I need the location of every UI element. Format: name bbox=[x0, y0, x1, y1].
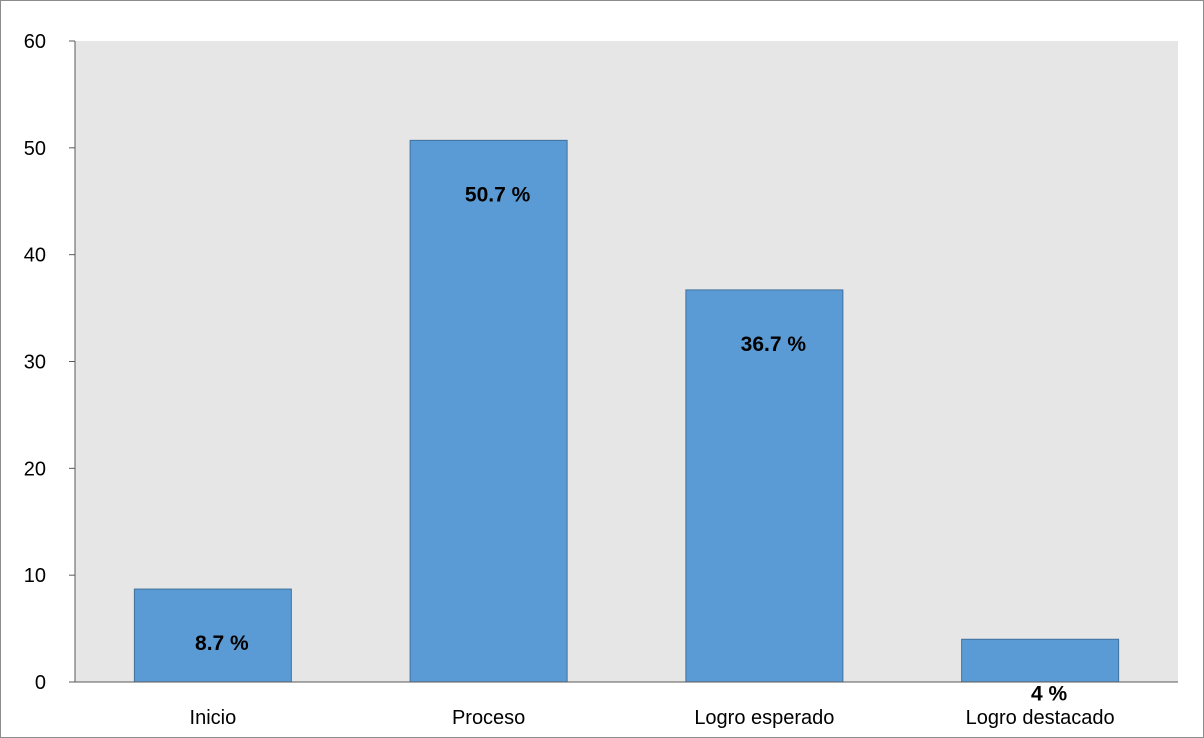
y-tick-label: 10 bbox=[24, 565, 46, 587]
data-label: 8.7 % bbox=[195, 632, 249, 655]
y-tick-label: 40 bbox=[24, 245, 46, 267]
y-tick-label: 50 bbox=[24, 138, 46, 160]
bar-proceso bbox=[409, 139, 568, 683]
bar-inicio bbox=[133, 588, 292, 683]
y-tick-label: 0 bbox=[35, 672, 46, 694]
x-category-label: Logro destacado bbox=[966, 707, 1115, 729]
data-label: 50.7 % bbox=[465, 183, 531, 206]
bar-logro-destacado bbox=[961, 638, 1120, 683]
x-category-label: Logro esperado bbox=[694, 707, 834, 729]
y-tick-label: 30 bbox=[24, 352, 46, 374]
plot-area bbox=[75, 41, 1178, 682]
x-category-label: Proceso bbox=[452, 707, 525, 729]
x-category-label: Inicio bbox=[190, 707, 237, 729]
data-label: 36.7 % bbox=[741, 333, 807, 356]
y-tick-label: 20 bbox=[24, 458, 46, 480]
bar-logro-esperado bbox=[685, 289, 844, 683]
data-label: 4 % bbox=[1031, 682, 1068, 705]
y-tick-label: 60 bbox=[24, 31, 46, 53]
